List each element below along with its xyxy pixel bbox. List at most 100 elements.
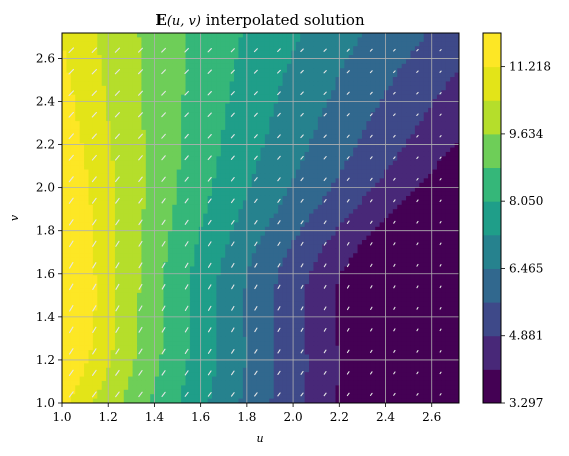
contour-cell xyxy=(300,160,306,166)
contour-cell xyxy=(397,59,403,65)
contour-cell xyxy=(88,90,94,96)
contour-cell xyxy=(207,81,213,87)
contour-cell xyxy=(348,156,354,162)
contour-cell xyxy=(339,68,345,74)
contour-cell xyxy=(220,262,226,268)
contour-cell xyxy=(198,248,204,254)
contour-cell xyxy=(370,37,376,43)
contour-cell xyxy=(309,121,315,127)
contour-cell xyxy=(194,107,200,113)
contour-cell xyxy=(216,204,222,210)
contour-cell xyxy=(423,213,429,219)
contour-cell xyxy=(414,138,420,144)
contour-cell xyxy=(198,121,204,127)
contour-cell xyxy=(216,275,222,281)
contour-cell xyxy=(361,209,367,215)
contour-cell xyxy=(75,160,81,166)
contour-cell xyxy=(114,41,120,47)
contour-cell xyxy=(379,156,385,162)
contour-cell xyxy=(397,134,403,140)
contour-cell xyxy=(189,275,195,281)
contour-cell xyxy=(339,46,345,52)
contour-cell xyxy=(114,200,120,206)
contour-cell xyxy=(392,37,398,43)
contour-cell xyxy=(242,138,248,144)
contour-cell xyxy=(189,143,195,149)
contour-cell xyxy=(181,248,187,254)
contour-cell xyxy=(353,165,359,171)
contour-cell xyxy=(145,222,151,228)
contour-cell xyxy=(339,270,345,276)
contour-cell xyxy=(348,209,354,215)
contour-cell xyxy=(62,55,68,61)
contour-cell xyxy=(92,200,98,206)
contour-cell xyxy=(326,107,332,113)
contour-cell xyxy=(348,46,354,52)
contour-cell xyxy=(62,46,68,52)
contour-cell xyxy=(295,218,301,223)
contour-cell xyxy=(154,165,160,171)
contour-cell xyxy=(432,218,438,223)
contour-cell xyxy=(406,200,412,206)
contour-cell xyxy=(198,107,204,113)
contour-cell xyxy=(379,55,385,61)
contour-cell xyxy=(379,147,385,153)
contour-cell xyxy=(62,116,68,122)
contour-cell xyxy=(70,68,76,74)
contour-cell xyxy=(216,270,222,276)
contour-cell xyxy=(304,226,310,232)
contour-cell xyxy=(344,178,350,184)
contour-cell xyxy=(304,222,310,228)
contour-cell xyxy=(251,55,257,61)
contour-cell xyxy=(203,209,209,215)
contour-cell xyxy=(428,72,434,78)
contour-cell xyxy=(225,169,231,175)
contour-cell xyxy=(220,33,226,38)
contour-cell xyxy=(145,77,151,83)
contour-cell xyxy=(445,169,451,175)
contour-cell xyxy=(344,231,350,237)
contour-cell xyxy=(101,231,107,237)
contour-cell xyxy=(388,33,394,38)
contour-cell xyxy=(269,173,275,179)
contour-cell xyxy=(220,204,226,210)
contour-cell xyxy=(84,112,90,118)
contour-cell xyxy=(154,33,160,38)
contour-cell xyxy=(401,147,407,153)
contour-cell xyxy=(119,231,125,237)
contour-cell xyxy=(344,37,350,43)
contour-cell xyxy=(225,165,231,171)
contour-cell xyxy=(273,165,279,171)
contour-cell xyxy=(331,178,337,184)
contour-cell xyxy=(238,72,244,78)
contour-cell xyxy=(432,46,438,52)
contour-cell xyxy=(414,248,420,254)
contour-cell xyxy=(313,187,319,193)
contour-cell xyxy=(110,165,116,171)
contour-cell xyxy=(423,41,429,47)
contour-cell xyxy=(128,240,134,246)
contour-cell xyxy=(92,59,98,65)
contour-cell xyxy=(335,41,341,47)
contour-cell xyxy=(375,121,381,127)
contour-cell xyxy=(225,213,231,219)
contour-cell xyxy=(397,138,403,144)
contour-cell xyxy=(406,103,412,109)
contour-cell xyxy=(128,187,134,193)
contour-cell xyxy=(62,94,68,100)
contour-cell xyxy=(238,248,244,254)
contour-cell xyxy=(361,129,367,135)
contour-cell xyxy=(286,72,292,78)
contour-cell xyxy=(198,173,204,179)
contour-cell xyxy=(309,262,315,268)
contour-cell xyxy=(436,85,442,91)
contour-cell xyxy=(234,213,240,219)
contour-cell xyxy=(167,218,173,223)
contour-cell xyxy=(92,55,98,61)
contour-cell xyxy=(79,253,85,259)
contour-cell xyxy=(286,262,292,268)
contour-cell xyxy=(251,195,257,201)
contour-cell xyxy=(361,138,367,144)
contour-cell xyxy=(92,103,98,109)
contour-cell xyxy=(75,182,81,188)
